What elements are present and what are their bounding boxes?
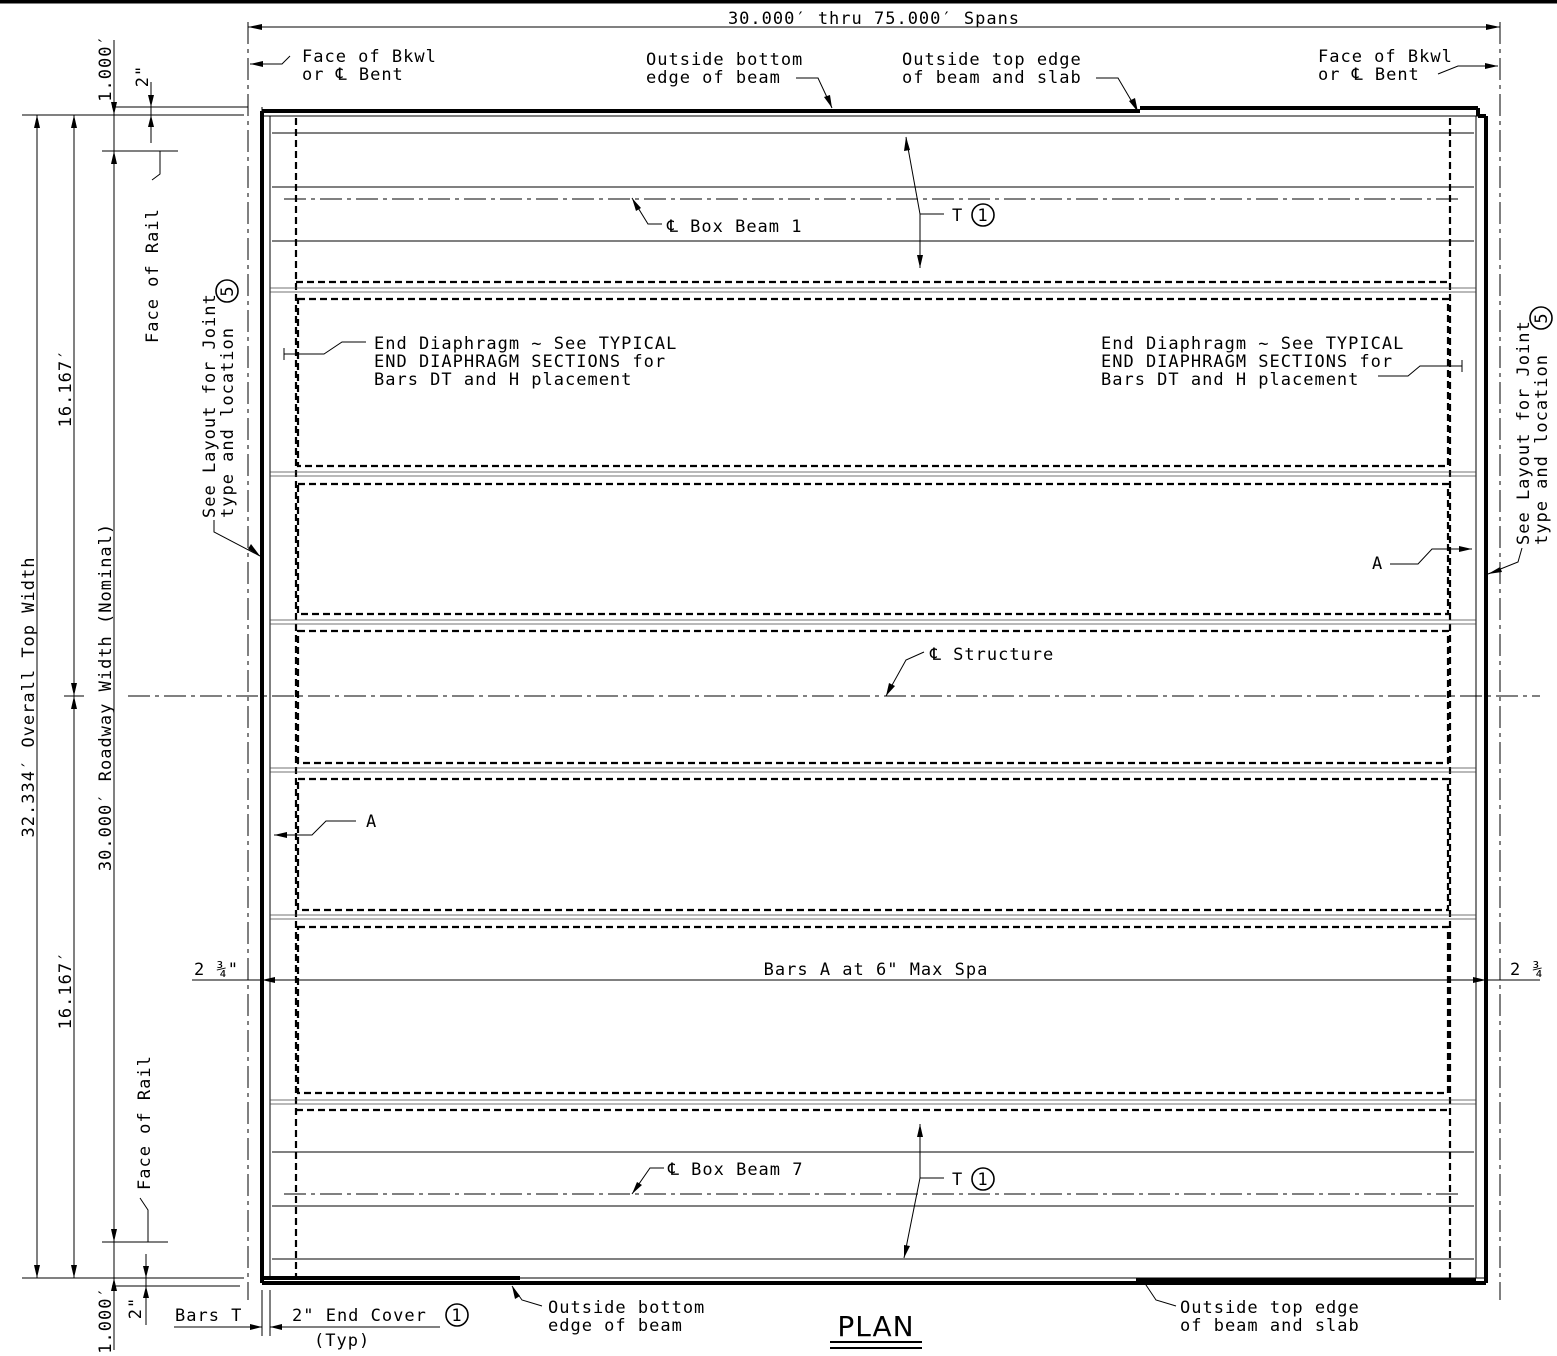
span-dimension: 30.000′ thru 75.000′ Spans [247, 9, 1501, 1300]
svg-text:16.167′: 16.167′ [56, 951, 76, 1030]
box-beam-1-callout: ℄ Box Beam 1 [631, 197, 803, 237]
bar-a-right-callout: A [1372, 546, 1472, 574]
svg-text:T: T [952, 206, 963, 226]
bars-a-line: Bars A at 6" Max Spa 2 ¾" 2 ¾ [192, 960, 1544, 983]
outside-top-edge-top: Outside top edge of beam and slab [902, 50, 1139, 113]
deck-outline [260, 106, 1488, 1285]
see-layout-right: See Layout for Joint type and location 5 [1487, 306, 1553, 575]
svg-text:A: A [366, 812, 377, 832]
end-diaphragm-right: End Diaphragm ~ See TYPICAL END DIAPHRAG… [1101, 334, 1463, 390]
end-cover-callout: Bars T 2" End Cover 1 (Typ) [174, 1290, 469, 1351]
svg-text:2" End Cover: 2" End Cover [292, 1306, 427, 1326]
svg-text:edge of beam: edge of beam [548, 1316, 683, 1336]
svg-text:Face of Rail: Face of Rail [135, 1055, 155, 1190]
svg-text:See Layout for Joint: See Layout for Joint [1514, 320, 1534, 545]
svg-text:type and location: type and location [1532, 354, 1552, 545]
beam-joints [270, 287, 1476, 1105]
svg-text:See Layout for Joint: See Layout for Joint [200, 293, 220, 518]
svg-text:℄ Structure: ℄ Structure [929, 645, 1054, 665]
svg-text:T: T [952, 1170, 963, 1190]
svg-text:Bars DT and H placement: Bars DT and H placement [374, 370, 632, 390]
svg-text:or ℄ Bent: or ℄ Bent [302, 65, 404, 85]
svg-text:32.334′ Overall Top Width: 32.334′ Overall Top Width [19, 557, 39, 838]
svg-text:Outside bottom: Outside bottom [548, 1298, 705, 1318]
svg-text:1: 1 [977, 206, 988, 226]
box-beam-7-callout: ℄ Box Beam 7 [631, 1160, 804, 1195]
outside-bottom-edge-bottom: Outside bottom edge of beam [511, 1285, 705, 1336]
svg-text:Bars T: Bars T [175, 1306, 242, 1326]
bars-t-lines [272, 132, 1474, 1260]
bar-a-left-callout: A [274, 812, 377, 838]
svg-text:Outside top edge: Outside top edge [1180, 1298, 1360, 1318]
svg-text:Outside top edge: Outside top edge [902, 50, 1082, 70]
see-layout-left: See Layout for Joint type and location 5 [200, 279, 261, 557]
t-bar-top-callout: T 1 [904, 136, 995, 268]
svg-text:A: A [1372, 554, 1383, 574]
svg-text:of beam and slab: of beam and slab [1180, 1316, 1360, 1336]
face-bkwl-left: Face of Bkwl or ℄ Bent [250, 47, 437, 85]
svg-text:5: 5 [1532, 312, 1552, 323]
svg-text:edge of beam: edge of beam [646, 68, 781, 88]
svg-text:or ℄ Bent: or ℄ Bent [1318, 65, 1420, 85]
left-dimensions: 32.334′ Overall Top Width 16.167′ 16.167… [19, 34, 248, 1354]
outside-top-edge-bottom: Outside top edge of beam and slab [1143, 1281, 1360, 1336]
bars-a-label: Bars A at 6" Max Spa [764, 960, 989, 980]
span-range-label: 30.000′ thru 75.000′ Spans [728, 9, 1020, 29]
svg-text:Face of Bkwl: Face of Bkwl [1318, 47, 1453, 67]
svg-text:2": 2" [133, 65, 153, 87]
svg-text:30.000′ Roadway Width (Nominal: 30.000′ Roadway Width (Nominal) [96, 523, 116, 871]
svg-text:Face of Bkwl: Face of Bkwl [302, 47, 437, 67]
svg-text:5: 5 [218, 285, 238, 296]
svg-text:1: 1 [977, 1170, 988, 1190]
title: PLAN [837, 1310, 914, 1343]
outside-bottom-edge-top: Outside bottom edge of beam [646, 50, 833, 109]
svg-text:1: 1 [451, 1306, 462, 1326]
svg-text:End Diaphragm ~ See TYPICAL: End Diaphragm ~ See TYPICAL [374, 334, 677, 354]
svg-text:(Typ): (Typ) [314, 1331, 370, 1351]
cover-right-label: 2 ¾ [1510, 960, 1544, 980]
svg-text:End Diaphragm ~ See TYPICAL: End Diaphragm ~ See TYPICAL [1101, 334, 1404, 354]
cover-left-label: 2 ¾" [194, 960, 239, 980]
svg-text:16.167′: 16.167′ [56, 349, 76, 428]
plan-title: PLAN [830, 1310, 922, 1349]
svg-text:Outside bottom: Outside bottom [646, 50, 803, 70]
svg-text:℄ Box Beam 1: ℄ Box Beam 1 [666, 217, 803, 237]
svg-text:Bars DT and H placement: Bars DT and H placement [1101, 370, 1359, 390]
svg-text:END DIAPHRAGM SECTIONS for: END DIAPHRAGM SECTIONS for [1101, 352, 1393, 372]
svg-text:END DIAPHRAGM SECTIONS for: END DIAPHRAGM SECTIONS for [374, 352, 666, 372]
svg-text:type and location: type and location [218, 327, 238, 518]
svg-text:of beam and slab: of beam and slab [902, 68, 1082, 88]
svg-text:1.000′: 1.000′ [96, 1286, 116, 1353]
svg-text:2": 2" [126, 1297, 146, 1319]
svg-text:℄ Box Beam 7: ℄ Box Beam 7 [667, 1160, 804, 1180]
t-bar-bottom-callout: T 1 [903, 1124, 995, 1259]
face-bkwl-right: Face of Bkwl or ℄ Bent [1318, 47, 1498, 85]
svg-text:Face of Rail: Face of Rail [143, 208, 163, 343]
structure-cl-callout: ℄ Structure [885, 645, 1054, 697]
end-diaphragm-left: End Diaphragm ~ See TYPICAL END DIAPHRAG… [283, 334, 677, 390]
svg-text:1.000′: 1.000′ [96, 34, 116, 101]
